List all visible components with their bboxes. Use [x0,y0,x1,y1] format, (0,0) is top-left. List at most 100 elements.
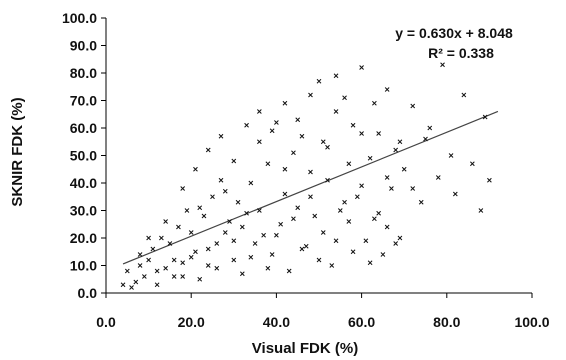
data-point-stroke-b [163,219,168,224]
data-point-stroke-b [376,131,381,136]
data-point [350,249,356,255]
data-point [325,144,330,150]
data-point [261,232,266,238]
data-point-stroke-b [205,263,211,268]
data-point-stroke-b [325,144,330,150]
data-point [141,274,147,279]
data-point [333,73,339,79]
data-point [350,122,356,128]
data-point-stroke-b [478,208,484,213]
y-tick-label: 80.0 [70,65,97,81]
data-point [188,230,194,235]
data-point [252,241,258,246]
data-point [197,205,203,211]
data-point-stroke-b [410,103,416,109]
y-tick-label: 0.0 [78,285,98,301]
data-point [470,161,475,167]
data-point-stroke-b [137,252,143,257]
data-point-stroke-b [188,254,194,260]
data-point [282,100,288,106]
data-point-stroke-b [380,252,386,257]
data-point-stroke-b [286,268,292,274]
data-point-stroke-b [423,136,428,142]
data-point [146,257,151,263]
data-point [231,158,237,164]
data-point-stroke-b [248,254,254,260]
data-point-stroke-b [278,221,284,227]
data-point [372,216,377,222]
data-point-stroke-b [333,109,339,114]
data-point [265,265,271,271]
data-point [269,128,275,134]
data-point [435,175,441,180]
data-point [410,186,416,191]
data-point [239,224,245,230]
data-point-stroke-b [248,180,254,186]
data-point [171,274,177,279]
data-point [197,276,203,282]
data-point-stroke-b [180,274,186,279]
data-point-stroke-b [448,153,454,158]
data-point-stroke-b [282,166,288,172]
x-tick-label: 0.0 [96,314,116,330]
data-point-stroke-b [231,238,237,244]
data-point-stroke-b [393,241,399,246]
data-point-stroke-b [257,109,262,114]
data-point [257,139,262,145]
data-point [274,232,279,238]
data-point-stroke-b [150,246,156,252]
data-point [482,114,488,120]
data-point-stroke-b [372,216,377,222]
data-point [337,208,343,213]
data-point-stroke-b [397,235,403,241]
data-point-stroke-b [265,161,271,167]
data-point [397,235,403,241]
data-point-stroke-b [171,274,177,279]
data-point [257,109,262,114]
regression-equation: y = 0.630x + 8.048 [395,25,513,41]
data-point-stroke-b [188,230,194,235]
data-point-stroke-b [346,219,352,224]
data-point [401,166,407,172]
data-point [269,252,275,257]
data-point [248,254,254,260]
data-point-stroke-b [376,210,381,216]
data-point [129,285,134,290]
data-point-stroke-b [252,241,258,246]
data-point [316,257,322,263]
data-point-stroke-b [239,224,245,230]
data-point-stroke-b [316,78,322,84]
data-point-stroke-b [389,186,394,191]
data-point-stroke-b [452,191,458,197]
data-point [124,268,130,274]
data-point [214,265,220,271]
data-point-stroke-b [350,249,356,255]
data-point-stroke-b [124,268,130,274]
data-point-stroke-b [197,276,203,282]
data-point-stroke-b [120,282,126,288]
data-point [372,100,377,106]
data-point [193,249,198,255]
x-tick-label: 100.0 [514,314,549,330]
data-point [146,235,151,241]
data-point [461,92,467,98]
data-point [222,230,228,235]
data-point [248,180,254,186]
data-point [393,147,399,153]
r-squared-label: R² = 0.338 [428,45,494,61]
y-axis-label: SKNIR FDK (%) [9,97,26,206]
data-point [295,205,301,211]
data-point-stroke-b [193,249,198,255]
x-tick-label: 20.0 [178,314,205,330]
data-point-stroke-b [218,177,224,183]
y-tick-label: 20.0 [70,230,97,246]
y-tick-label: 60.0 [70,120,97,136]
data-point-stroke-b [482,114,488,120]
data-point-stroke-b [461,92,467,98]
data-point-stroke-b [354,194,360,200]
data-point [222,188,228,194]
data-point [180,260,186,266]
data-point [231,238,237,244]
data-point-stroke-b [154,282,160,288]
